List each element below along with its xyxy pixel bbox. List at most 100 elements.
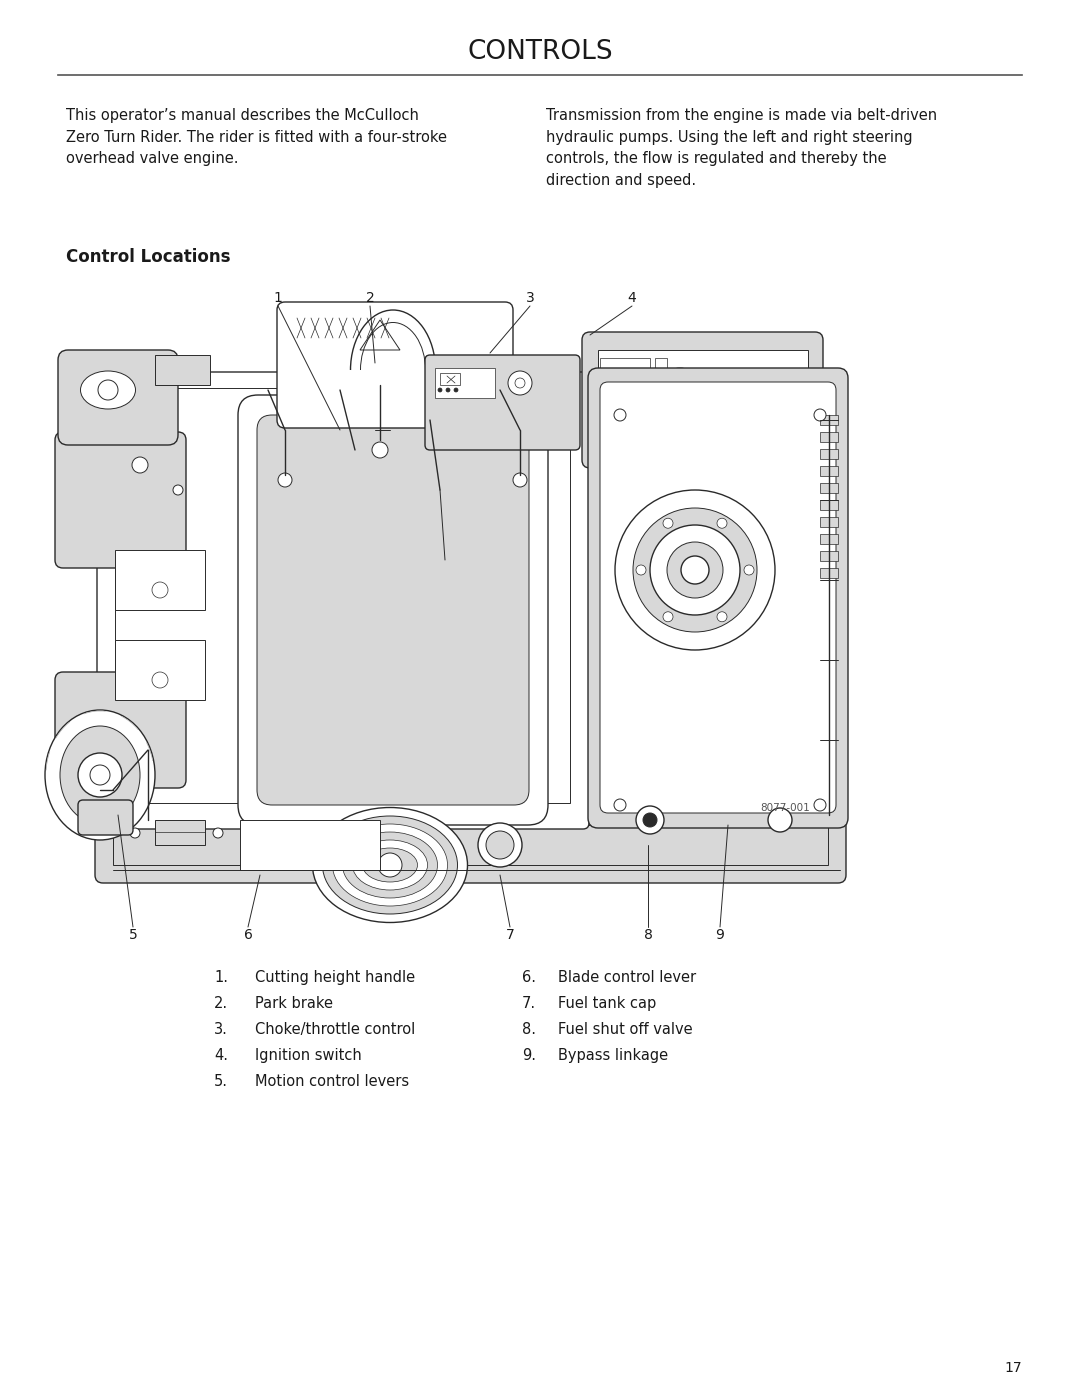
FancyBboxPatch shape bbox=[426, 355, 580, 450]
Text: 8.: 8. bbox=[522, 1023, 536, 1037]
Circle shape bbox=[173, 485, 183, 495]
FancyBboxPatch shape bbox=[78, 800, 133, 835]
Circle shape bbox=[615, 799, 626, 812]
Text: Fuel shut off valve: Fuel shut off valve bbox=[558, 1023, 692, 1037]
Bar bbox=[114, 640, 205, 700]
FancyBboxPatch shape bbox=[588, 367, 848, 828]
Text: Transmission from the engine is made via belt-driven
hydraulic pumps. Using the : Transmission from the engine is made via… bbox=[546, 108, 937, 187]
Circle shape bbox=[372, 441, 388, 458]
Text: 9: 9 bbox=[716, 928, 725, 942]
Circle shape bbox=[744, 564, 754, 576]
Bar bbox=[820, 432, 838, 441]
Bar bbox=[820, 517, 838, 527]
Ellipse shape bbox=[323, 816, 458, 914]
Text: 7: 7 bbox=[505, 928, 514, 942]
Circle shape bbox=[650, 525, 740, 615]
Circle shape bbox=[814, 799, 826, 812]
Bar bbox=[435, 367, 495, 398]
FancyBboxPatch shape bbox=[600, 381, 836, 813]
Circle shape bbox=[717, 518, 727, 528]
Circle shape bbox=[152, 583, 168, 598]
Text: Choke/throttle control: Choke/throttle control bbox=[255, 1023, 415, 1037]
Text: 3.: 3. bbox=[214, 1023, 228, 1037]
Circle shape bbox=[681, 556, 708, 584]
Bar bbox=[240, 820, 380, 870]
Text: 6.: 6. bbox=[522, 970, 536, 985]
Text: 4: 4 bbox=[627, 291, 636, 305]
Circle shape bbox=[98, 380, 118, 400]
Circle shape bbox=[615, 409, 626, 420]
Text: 3: 3 bbox=[526, 291, 535, 305]
FancyBboxPatch shape bbox=[55, 432, 186, 569]
Text: 2: 2 bbox=[366, 291, 375, 305]
Text: 1.: 1. bbox=[214, 970, 228, 985]
Ellipse shape bbox=[81, 372, 135, 409]
Bar bbox=[820, 448, 838, 460]
Bar bbox=[600, 358, 650, 376]
Ellipse shape bbox=[363, 848, 418, 882]
Circle shape bbox=[636, 806, 664, 834]
Circle shape bbox=[186, 828, 195, 838]
Ellipse shape bbox=[352, 840, 428, 890]
Circle shape bbox=[658, 367, 702, 412]
Circle shape bbox=[130, 828, 140, 838]
Circle shape bbox=[663, 518, 673, 528]
Polygon shape bbox=[360, 320, 400, 351]
Text: Ignition switch: Ignition switch bbox=[255, 1048, 362, 1063]
Circle shape bbox=[717, 612, 727, 622]
Bar bbox=[820, 500, 838, 510]
Circle shape bbox=[378, 854, 402, 877]
Circle shape bbox=[768, 807, 792, 833]
Bar bbox=[113, 826, 828, 865]
Circle shape bbox=[663, 612, 673, 622]
Circle shape bbox=[672, 381, 688, 398]
Circle shape bbox=[152, 672, 168, 687]
Text: 6: 6 bbox=[244, 928, 253, 942]
Ellipse shape bbox=[45, 710, 156, 840]
FancyBboxPatch shape bbox=[238, 395, 548, 826]
Circle shape bbox=[454, 388, 458, 393]
FancyBboxPatch shape bbox=[276, 302, 513, 427]
Ellipse shape bbox=[342, 833, 437, 898]
FancyBboxPatch shape bbox=[582, 332, 823, 468]
Circle shape bbox=[643, 813, 657, 827]
FancyBboxPatch shape bbox=[58, 351, 178, 446]
Bar bbox=[820, 467, 838, 476]
Text: 4.: 4. bbox=[214, 1048, 228, 1063]
Bar bbox=[820, 534, 838, 543]
Circle shape bbox=[636, 564, 646, 576]
Bar bbox=[598, 351, 808, 450]
Text: CONTROLS: CONTROLS bbox=[468, 39, 612, 66]
Bar bbox=[820, 550, 838, 562]
Bar bbox=[820, 415, 838, 425]
Circle shape bbox=[173, 685, 183, 694]
Circle shape bbox=[615, 490, 775, 650]
Circle shape bbox=[132, 682, 148, 698]
FancyBboxPatch shape bbox=[257, 415, 529, 805]
Text: Control Locations: Control Locations bbox=[66, 249, 230, 265]
Bar bbox=[820, 569, 838, 578]
Circle shape bbox=[278, 474, 292, 488]
Circle shape bbox=[132, 457, 148, 474]
Circle shape bbox=[90, 766, 110, 785]
Ellipse shape bbox=[60, 726, 140, 824]
Circle shape bbox=[438, 388, 442, 393]
Text: 17: 17 bbox=[1004, 1361, 1022, 1375]
Circle shape bbox=[478, 823, 522, 868]
Text: 8077-001: 8077-001 bbox=[760, 803, 810, 813]
Bar bbox=[440, 373, 460, 386]
Bar bbox=[820, 483, 838, 493]
Text: 9.: 9. bbox=[522, 1048, 536, 1063]
Circle shape bbox=[667, 542, 723, 598]
Circle shape bbox=[446, 388, 450, 393]
Circle shape bbox=[814, 409, 826, 420]
Circle shape bbox=[78, 753, 122, 798]
Bar bbox=[114, 550, 205, 610]
Text: Blade control lever: Blade control lever bbox=[558, 970, 697, 985]
Circle shape bbox=[508, 372, 532, 395]
Circle shape bbox=[513, 474, 527, 488]
Text: 2.: 2. bbox=[214, 996, 228, 1011]
Bar bbox=[114, 388, 570, 803]
Circle shape bbox=[158, 828, 168, 838]
Text: 5: 5 bbox=[129, 928, 137, 942]
